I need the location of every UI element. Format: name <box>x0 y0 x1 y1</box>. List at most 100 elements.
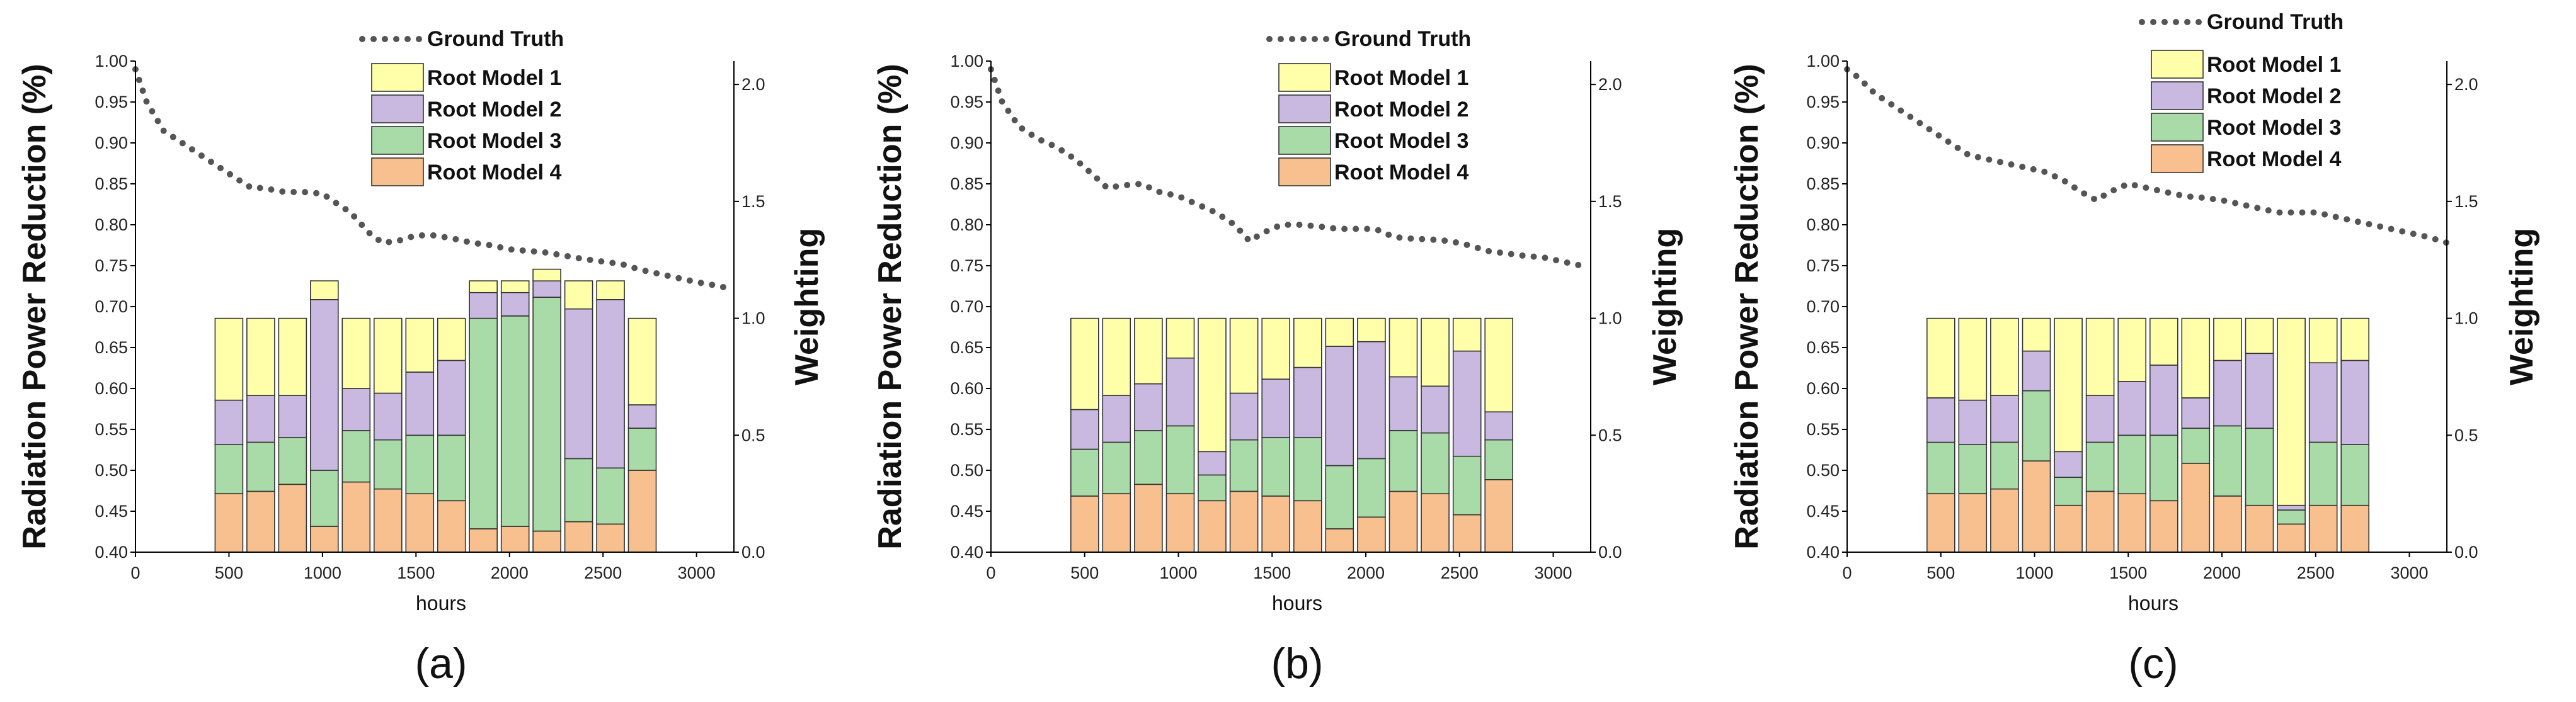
bar-root-model-2 <box>1102 395 1131 443</box>
bar-root-model-3 <box>1484 439 1513 480</box>
bar-root-model-2 <box>2340 359 2369 445</box>
bar-root-model-1 <box>1990 317 2019 397</box>
bar-root-model-2 <box>596 299 625 469</box>
bar-root-model-1 <box>2181 317 2211 399</box>
bar-root-model-4 <box>278 484 307 553</box>
bar-root-model-4 <box>1388 490 1418 553</box>
bar-root-model-1 <box>2022 317 2051 352</box>
bar-root-model-2 <box>2308 362 2338 443</box>
bar-root-model-3 <box>2213 425 2242 497</box>
bar-root-model-4 <box>214 493 244 553</box>
bar-root-model-3 <box>564 458 593 523</box>
x-tick-label: 1500 <box>2109 563 2147 582</box>
x-tick-label: 0 <box>986 563 995 582</box>
bar-root-model-1 <box>1070 317 1099 410</box>
ground-truth-line <box>1844 66 2450 246</box>
bar-root-model-3 <box>1165 425 1195 494</box>
y2-tick-label: 1.0 <box>2454 309 2478 328</box>
bar-root-model-1 <box>278 317 307 397</box>
bar-root-model-4 <box>2277 523 2306 553</box>
bar-root-model-1 <box>1325 317 1354 348</box>
legend-label-ground-truth: Ground Truth <box>2207 10 2344 34</box>
bar-root-model-1 <box>1261 317 1290 380</box>
x-tick-label: 500 <box>1070 563 1099 582</box>
bar-root-model-1 <box>341 317 371 389</box>
y2-tick-label: 1.0 <box>741 309 765 328</box>
legend-swatch-root-model-4 <box>2151 144 2204 173</box>
bar-root-model-1 <box>532 268 561 282</box>
y-tick-label: 0.95 <box>1806 93 1840 111</box>
bar-root-model-3 <box>1134 430 1163 485</box>
bar-root-model-4 <box>500 526 530 553</box>
bar-root-model-1 <box>2054 317 2083 453</box>
y-tick-label: 1.00 <box>950 52 983 71</box>
bar-root-model-4 <box>2181 463 2211 553</box>
bar-root-model-4 <box>1229 490 1259 553</box>
y-tick-label: 0.40 <box>1806 543 1840 562</box>
bar-root-model-4 <box>1357 516 1386 553</box>
bar-root-model-3 <box>1958 444 1988 494</box>
y-tick-label: 0.55 <box>950 420 983 439</box>
bar-root-model-4 <box>405 493 435 553</box>
bar-root-model-2 <box>1990 395 2019 443</box>
x-tick-label: 2500 <box>1441 563 1479 582</box>
x-axis-title: hours <box>416 592 466 614</box>
bar-root-model-1 <box>1958 317 1988 401</box>
bar-root-model-3 <box>1325 465 1354 529</box>
x-tick-label: 0 <box>130 563 140 582</box>
bar-root-model-2 <box>2117 381 2146 436</box>
legend-label-root-model-1: Root Model 1 <box>2207 53 2341 77</box>
panel-label: (c) <box>2128 640 2178 688</box>
bar-root-model-3 <box>278 437 307 485</box>
y-tick-label: 0.55 <box>94 420 128 439</box>
bar-root-model-2 <box>2213 359 2242 427</box>
y-tick-label: 1.00 <box>94 52 128 71</box>
y-tick-label: 0.45 <box>94 502 128 521</box>
bar-root-model-2 <box>2022 350 2051 392</box>
bar-root-model-3 <box>309 470 339 527</box>
y-tick-label: 0.85 <box>94 174 128 193</box>
x-tick-label: 1500 <box>397 563 435 582</box>
y2-axis-title: Weighting <box>1647 228 1683 385</box>
x-tick-label: 1500 <box>1253 563 1291 582</box>
y-tick-label: 0.55 <box>1806 420 1840 439</box>
bar-root-model-3 <box>2117 434 2146 494</box>
x-tick-label: 500 <box>215 563 243 582</box>
legend-label-root-model-4: Root Model 4 <box>1334 161 1469 184</box>
bar-root-model-1 <box>1388 317 1418 378</box>
bar-root-model-3 <box>627 427 657 471</box>
bar-root-model-2 <box>1134 383 1163 431</box>
legend-label-ground-truth: Ground Truth <box>427 27 564 51</box>
bar-root-model-2 <box>246 395 275 443</box>
bar-root-model-1 <box>564 280 593 310</box>
bar-root-model-3 <box>2150 434 2178 502</box>
y2-tick-label: 1.5 <box>741 192 765 211</box>
legend-label-root-model-2: Root Model 2 <box>1334 98 1468 122</box>
bar-root-model-1 <box>2150 317 2178 366</box>
legend-swatch-root-model-4 <box>371 157 424 186</box>
legend-label-root-model-3: Root Model 3 <box>2207 116 2341 140</box>
bar-root-model-3 <box>2022 390 2051 461</box>
bar-root-model-1 <box>469 280 498 293</box>
y-tick-label: 0.85 <box>1806 174 1840 193</box>
bar-root-model-3 <box>1421 432 1450 494</box>
y-tick-label: 0.95 <box>94 93 128 111</box>
bar-root-model-1 <box>2340 317 2369 361</box>
bar-root-model-3 <box>1990 441 2019 490</box>
x-tick-label: 500 <box>1926 563 1955 582</box>
y-tick-label: 0.45 <box>950 502 983 521</box>
bar-root-model-4 <box>1261 495 1290 553</box>
bar-root-model-4 <box>1484 479 1513 553</box>
bar-root-model-4 <box>341 481 371 553</box>
bar-root-model-1 <box>246 317 275 397</box>
bar-root-model-2 <box>2277 504 2306 511</box>
bar-root-model-1 <box>1229 317 1259 394</box>
chart-panel-1: 0.400.450.500.550.600.650.700.750.800.85… <box>16 27 825 688</box>
y-tick-label: 0.90 <box>94 133 128 152</box>
bar-root-model-3 <box>1261 437 1290 497</box>
bar-root-model-3 <box>469 317 498 529</box>
legend-swatch-root-model-4 <box>1278 157 1331 186</box>
y-tick-label: 0.90 <box>1806 133 1840 152</box>
y2-tick-label: 0.5 <box>2454 426 2478 444</box>
